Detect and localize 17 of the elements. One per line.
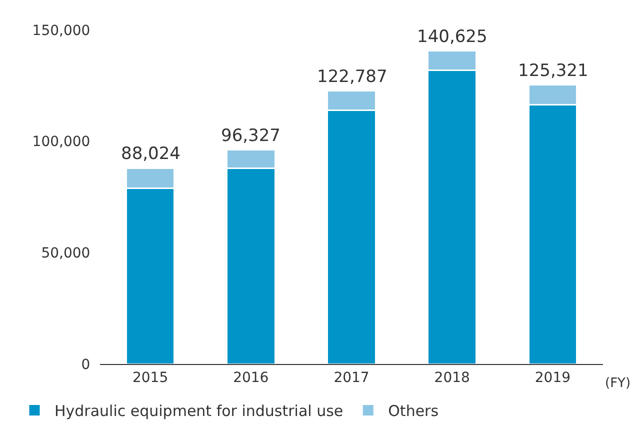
y-tick-label: 50,000 xyxy=(41,246,90,262)
total-label: 122,787 xyxy=(317,67,388,87)
legend-label: Hydraulic equipment for industrial use xyxy=(54,402,344,420)
total-label: 96,327 xyxy=(221,126,280,146)
x-tick-label: 2017 xyxy=(334,370,370,386)
legend-label: Others xyxy=(388,402,439,420)
y-tick-label: 100,000 xyxy=(32,134,90,150)
x-axis-title: (FY) xyxy=(605,376,631,391)
total-label: 140,625 xyxy=(417,27,488,47)
y-tick-label: 150,000 xyxy=(32,22,90,39)
x-tick-label: 2019 xyxy=(534,370,571,386)
x-tick-label: 2016 xyxy=(233,370,269,386)
total-label: 88,024 xyxy=(121,144,180,164)
x-tick-label: 2015 xyxy=(132,370,168,386)
y-tick-label: 0 xyxy=(81,356,90,373)
total-label: 125,321 xyxy=(518,61,588,81)
x-tick-label: 2018 xyxy=(434,370,470,386)
